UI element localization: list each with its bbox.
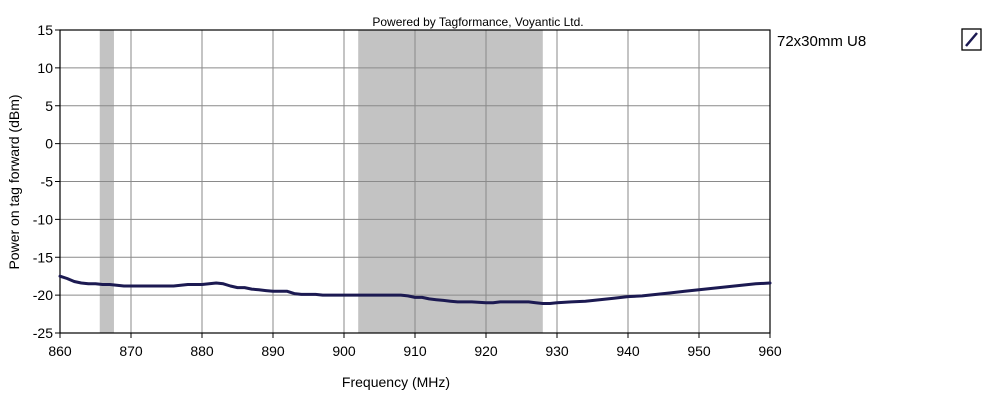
grid <box>59 29 771 334</box>
y-tick-label-3: 0 <box>45 136 53 152</box>
x-axis: 860 870 880 890 900 910 920 930 940 950 960 <box>48 333 782 359</box>
y-tick-label-5: -10 <box>33 211 53 227</box>
x-tick-label-6: 920 <box>474 343 498 359</box>
x-tick-label-7: 930 <box>545 343 569 359</box>
legend-line-icon <box>965 32 978 47</box>
y-tick-label-7: -20 <box>33 287 53 303</box>
x-tick-label-10: 960 <box>758 343 782 359</box>
x-tick-label-4: 900 <box>332 343 356 359</box>
series-lines <box>58 274 772 305</box>
y-tick-label-8: -25 <box>33 325 53 341</box>
y-tick-label-1: 10 <box>37 60 53 76</box>
y-tick-label-2: 5 <box>45 98 53 114</box>
x-axis-label: Frequency (MHz) <box>342 374 450 390</box>
legend[interactable]: 72x30mm U8 <box>777 28 982 51</box>
x-tick-label-2: 880 <box>190 343 214 359</box>
x-tick-label-0: 860 <box>48 343 72 359</box>
y-tick-label-6: -15 <box>33 249 53 265</box>
series-line-0 <box>58 274 772 305</box>
y-tick-label-4: -5 <box>41 174 54 190</box>
x-tick-label-3: 890 <box>261 343 285 359</box>
y-tick-label-0: 15 <box>37 22 53 38</box>
x-tick-label-9: 950 <box>687 343 711 359</box>
y-axis: 15 10 5 0 -5 -10 -15 -20 -25 <box>33 22 60 341</box>
legend-label: 72x30mm U8 <box>777 33 866 50</box>
chart-title: Powered by Tagformance, Voyantic Ltd. <box>372 15 583 29</box>
x-tick-label-5: 910 <box>403 343 427 359</box>
x-tick-label-1: 870 <box>119 343 143 359</box>
y-axis-label: Power on tag forward (dBm) <box>6 94 22 269</box>
x-tick-label-8: 940 <box>616 343 640 359</box>
